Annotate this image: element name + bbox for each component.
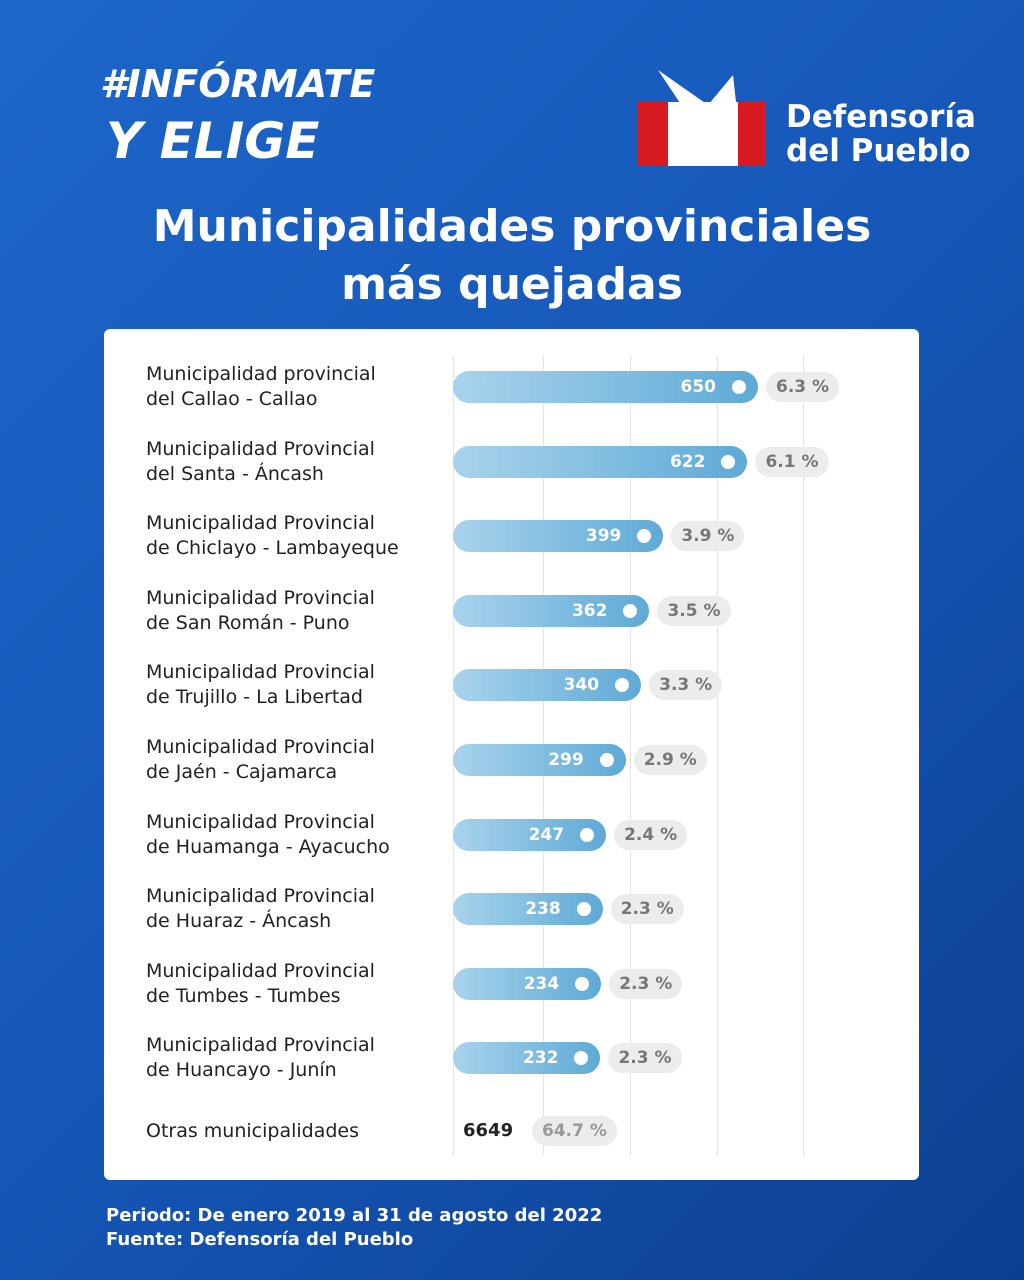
value-label: 6649 <box>463 1120 514 1141</box>
category-label: Municipalidad Provincial de Huancayo - J… <box>146 1034 375 1082</box>
share-label: 2.9 % <box>633 745 707 775</box>
category-label: Municipalidad provincial del Callao - Ca… <box>146 363 376 410</box>
share-label: 6.1 % <box>755 446 829 477</box>
category-label: Municipalidad Provincial del Santa - Ánc… <box>146 437 375 485</box>
value-label: 622 <box>669 451 706 472</box>
share-label: 2.3 % <box>608 1043 682 1074</box>
value-label: 238 <box>525 899 561 920</box>
category-label: Municipalidad Provincial de Huamanga - A… <box>146 810 390 858</box>
category-label: Municipalidad Provincial de Trujillo - L… <box>146 661 375 709</box>
share-label: 3.9 % <box>671 521 745 552</box>
value-label: 650 <box>680 377 717 397</box>
value-label: 399 <box>585 526 622 547</box>
share-label: 2.3 % <box>610 894 684 925</box>
bar-dot <box>576 902 591 917</box>
note: Fuente: Defensoría del Pueblo <box>106 1229 414 1250</box>
campaign-line1: #INFÓRMATE <box>100 62 376 106</box>
share-label: 2.3 % <box>609 968 683 999</box>
value-label: 234 <box>523 973 560 994</box>
chart-title: Municipalidades provinciales más quejada… <box>152 201 872 310</box>
bar-dot <box>574 1051 589 1066</box>
value-label: 362 <box>571 600 608 621</box>
share-label: 2.4 % <box>614 819 688 850</box>
bar-dot <box>615 678 630 693</box>
bar <box>453 669 642 702</box>
grid-line <box>630 355 631 1155</box>
bar <box>453 371 758 403</box>
bar-dot <box>599 753 614 767</box>
share-label: 6.3 % <box>766 372 840 402</box>
category-label: Otras municipalidades <box>146 1120 360 1142</box>
logo-mark <box>638 70 766 166</box>
bar-dot <box>580 827 595 842</box>
grid-line <box>803 355 804 1155</box>
value-label: 247 <box>528 824 565 845</box>
bar-dot <box>575 976 590 991</box>
share-label: 3.5 % <box>657 595 731 626</box>
share-label: 64.7 % <box>532 1116 617 1146</box>
note: Periodo: De enero 2019 al 31 de agosto d… <box>106 1205 603 1226</box>
category-label: Municipalidad Provincial de Tumbes - Tum… <box>146 959 375 1007</box>
bar-dot <box>732 380 746 394</box>
category-label: Municipalidad Provincial de Chiclayo - L… <box>146 512 399 560</box>
bar <box>453 520 664 553</box>
campaign-line2: Y ELIGE <box>106 112 320 170</box>
bar <box>453 445 748 478</box>
category-label: Municipalidad Provincial de Huaraz - Ánc… <box>146 885 375 933</box>
bar-dot <box>637 529 652 544</box>
grid-line <box>717 355 718 1155</box>
share-label: 3.3 % <box>649 670 723 701</box>
bar-dot <box>623 603 638 618</box>
category-label: Municipalidad Provincial de Jaén - Cajam… <box>146 736 375 783</box>
bar <box>453 594 650 627</box>
bar <box>453 744 626 776</box>
institution-line2: del Pueblo <box>786 133 971 169</box>
category-label: Municipalidad Provincial de San Román - … <box>146 586 375 634</box>
value-label: 340 <box>563 675 600 696</box>
value-label: 299 <box>548 750 584 770</box>
bar-dot <box>721 454 736 469</box>
value-label: 232 <box>522 1048 559 1069</box>
institution-line1: Defensoría <box>786 99 976 135</box>
